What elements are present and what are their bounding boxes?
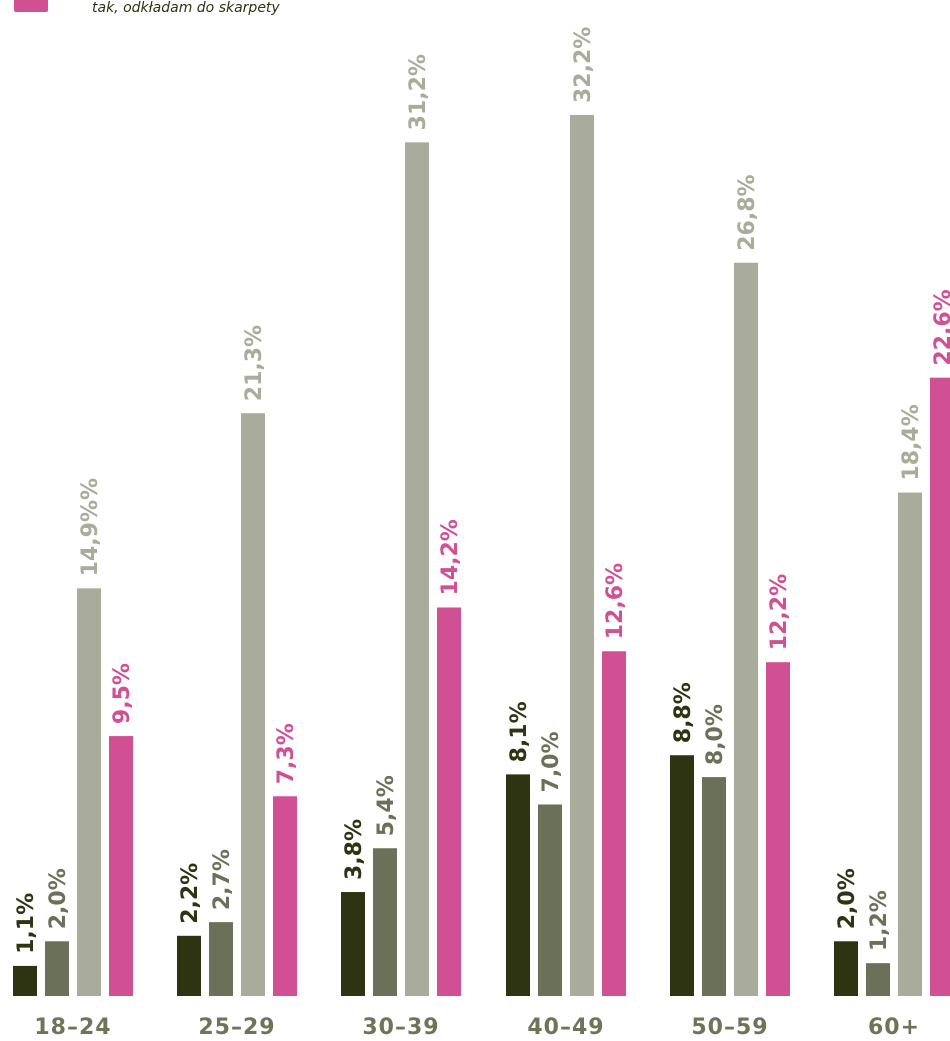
- bar-60+-s3: [898, 492, 922, 996]
- value-label-18–24-s4: 9,5%: [110, 663, 135, 724]
- bar-18–24-s4: [109, 736, 133, 996]
- category-label-18–24: 18–24: [34, 1015, 111, 1040]
- bar-18–24-s1: [13, 965, 37, 996]
- category-labels-group: 18–24 25–29 30–39 40–49 50–59 60+: [34, 1015, 920, 1040]
- bar-50–59-s2: [702, 777, 726, 996]
- legend: tak, odkładam do skarpety: [14, 0, 280, 16]
- value-label-18–24-s1: 1,1%: [14, 893, 39, 954]
- bar-30–39-s2: [373, 848, 397, 996]
- bar-40–49-s4: [602, 651, 626, 996]
- value-label-40–49-s4: 12,6%: [603, 563, 628, 639]
- value-label-60+-s2: 1,2%: [867, 890, 892, 951]
- value-label-40–49-s1: 8,1%: [507, 701, 532, 762]
- value-label-60+-s1: 2,0%: [835, 868, 860, 929]
- value-label-25–29-s1: 2,2%: [178, 863, 203, 924]
- bar-40–49-s2: [538, 804, 562, 996]
- bar-30–39-s3: [405, 142, 429, 997]
- bar-50–59-s4: [766, 662, 790, 996]
- category-label-60+: 60+: [868, 1015, 920, 1040]
- category-label-25–29: 25–29: [198, 1015, 275, 1040]
- category-label-30–39: 30–39: [362, 1015, 439, 1040]
- value-label-30–39-s2: 5,4%: [374, 775, 399, 836]
- value-label-30–39-s1: 3,8%: [342, 819, 367, 880]
- value-label-40–49-s2: 7,0%: [539, 731, 564, 792]
- value-label-50–59-s2: 8,0%: [703, 704, 728, 765]
- bar-60+-s2: [866, 963, 890, 996]
- value-label-18–24-s2: 2,0%: [46, 868, 71, 929]
- bar-60+-s1: [834, 941, 858, 996]
- value-label-18–24-s3: 14,9%%: [78, 478, 103, 576]
- bar-60+-s4: [930, 377, 950, 996]
- legend-swatch: [14, 0, 48, 12]
- value-label-60+-s4: 22,6%: [931, 289, 950, 365]
- value-label-25–29-s2: 2,7%: [210, 849, 235, 910]
- value-label-50–59-s3: 26,8%: [735, 174, 760, 250]
- bar-50–59-s3: [734, 262, 758, 996]
- bar-18–24-s3: [77, 588, 101, 996]
- value-label-40–49-s3: 32,2%: [571, 27, 596, 103]
- category-label-40–49: 40–49: [527, 1015, 604, 1040]
- bar-40–49-s1: [506, 774, 530, 996]
- bar-25–29-s3: [241, 413, 265, 997]
- bar-25–29-s2: [209, 922, 233, 996]
- legend-label: tak, odkładam do skarpety: [92, 0, 280, 16]
- value-label-30–39-s3: 31,2%: [406, 54, 431, 130]
- value-label-30–39-s4: 14,2%: [438, 519, 463, 595]
- value-label-60+-s3: 18,4%: [899, 404, 924, 480]
- category-label-50–59: 50–59: [691, 1015, 768, 1040]
- value-labels-group: 1,1% 2,0% 14,9%% 9,5% 2,2% 2,7% 21,3% 7,3% 3,8% 5…: [14, 27, 950, 954]
- bar-30–39-s4: [437, 607, 461, 996]
- bars-group: [13, 115, 950, 997]
- bar-40–49-s3: [570, 115, 594, 996]
- value-label-50–59-s4: 12,2%: [767, 574, 792, 650]
- value-label-25–29-s3: 21,3%: [242, 325, 267, 401]
- value-label-25–29-s4: 7,3%: [274, 723, 299, 784]
- bar-50–59-s1: [670, 755, 694, 996]
- bar-25–29-s4: [273, 796, 297, 996]
- bar-25–29-s1: [177, 935, 201, 996]
- value-label-50–59-s1: 8,8%: [671, 682, 696, 743]
- bar-30–39-s1: [341, 892, 365, 996]
- bar-18–24-s2: [45, 941, 69, 996]
